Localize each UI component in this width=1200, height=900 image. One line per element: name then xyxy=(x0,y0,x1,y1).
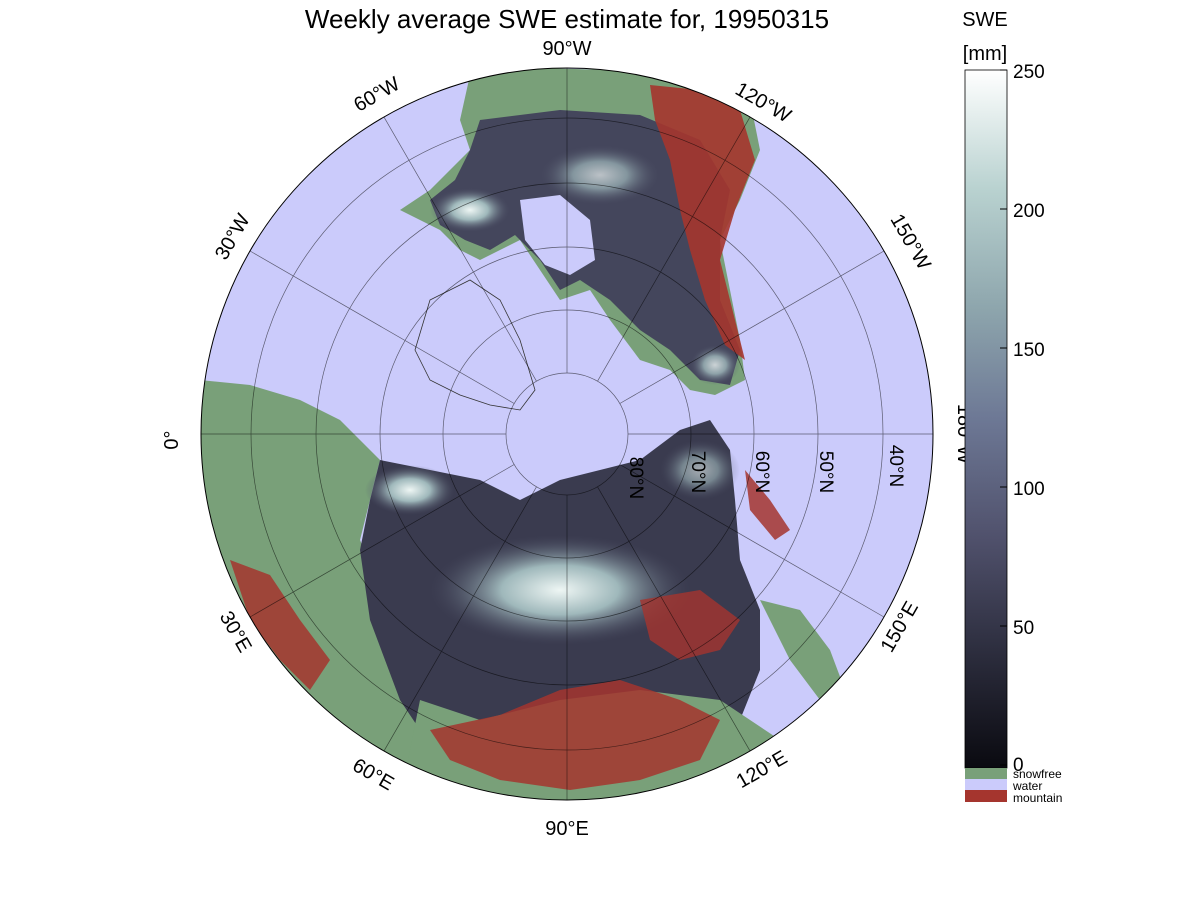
colorbar-title-line2: [mm] xyxy=(963,43,1007,65)
legend-mountain-swatch xyxy=(965,790,1007,802)
kamchatka-mountains xyxy=(745,470,790,540)
japan-landmass xyxy=(760,600,845,700)
legend-water-label: water xyxy=(1012,779,1042,793)
meridian-line xyxy=(597,486,751,752)
lat-label-40n: 40°N xyxy=(885,445,906,487)
colorbar-gradient xyxy=(964,69,1008,769)
lat-label-60n: 60°N xyxy=(751,451,772,493)
colorbar-tick-50: 50 xyxy=(1013,618,1034,639)
lon-label-90w: 90°W xyxy=(542,38,591,60)
latitude-labels: 80°N 70°N 60°N 50°N 40°N xyxy=(625,445,906,499)
colorbar: SWE [mm] 250 200 150 100 50 0 snowfree w… xyxy=(962,9,1062,805)
polar-map xyxy=(201,68,933,800)
figure-title: Weekly average SWE estimate for, 1995031… xyxy=(305,4,829,34)
lon-label-60e: 60°E xyxy=(349,754,398,795)
lat-label-50n: 50°N xyxy=(815,451,836,493)
meridian-line xyxy=(619,464,885,618)
colorbar-tick-250: 250 xyxy=(1013,62,1045,83)
meridian-line xyxy=(383,486,537,752)
map-boundary xyxy=(200,67,934,801)
meridian-line xyxy=(619,250,885,404)
colorbar-tick-200: 200 xyxy=(1013,201,1045,222)
east-asia-mountains xyxy=(640,590,740,660)
lon-label-0: 0° xyxy=(161,430,183,449)
colorbar-tick-100: 100 xyxy=(1013,479,1045,500)
european-mountains xyxy=(230,560,330,690)
colorbar-title-line1: SWE xyxy=(962,9,1008,31)
quebec-snow xyxy=(540,145,660,205)
colorbar-ticks xyxy=(1000,69,1007,766)
lon-label-150w: 150°W xyxy=(886,210,935,273)
siberia-deep-snow xyxy=(430,535,690,645)
scandinavia-snow xyxy=(365,465,455,515)
legend-mountain-label: mountain xyxy=(1013,791,1062,805)
asian-mountains xyxy=(430,680,720,790)
legend-snowfree-label: snowfree xyxy=(1013,767,1062,781)
lon-label-90e: 90°E xyxy=(545,818,589,840)
meridian-line xyxy=(249,250,515,404)
greenland xyxy=(414,279,536,411)
meridian-line xyxy=(383,116,537,382)
hudson-bay xyxy=(520,195,595,275)
meridian-line xyxy=(249,464,515,618)
lat-label-70n: 70°N xyxy=(687,451,708,493)
colorbar-tick-0: 0 xyxy=(1013,755,1024,776)
meridian-line xyxy=(597,116,751,382)
colorbar-tick-150: 150 xyxy=(1013,340,1045,361)
graticule xyxy=(201,68,933,800)
alaska-snow xyxy=(690,345,740,385)
legend-water-swatch xyxy=(965,779,1007,790)
legend-snowfree-swatch xyxy=(965,768,1007,779)
north-america-deep-snow xyxy=(430,188,510,232)
lat-label-80n: 80°N xyxy=(625,457,646,499)
